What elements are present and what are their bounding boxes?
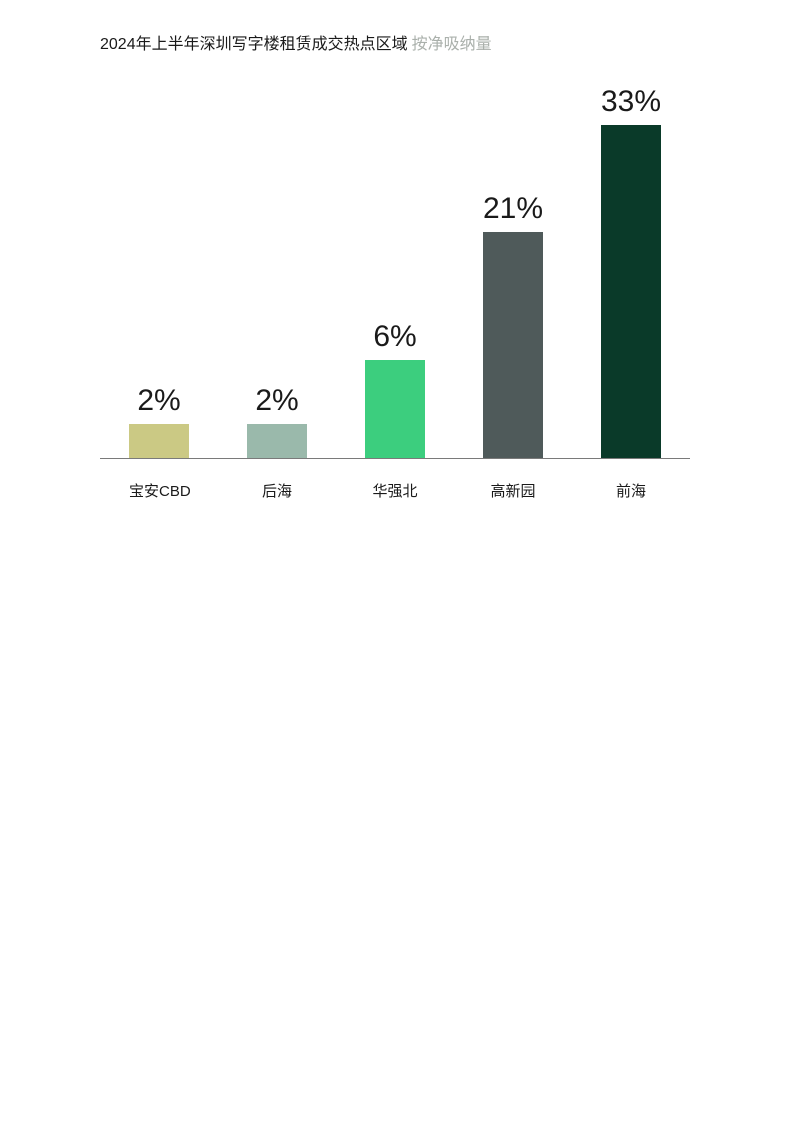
chart-title-sub: 按净吸纳量 xyxy=(412,36,492,53)
x-axis-label: 后海 xyxy=(247,480,307,501)
x-axis-label: 华强北 xyxy=(365,480,425,501)
bar-slot: 21% xyxy=(483,58,543,458)
bar-rect xyxy=(129,424,189,458)
bar-rect xyxy=(365,360,425,458)
x-axis-label: 宝安CBD xyxy=(129,480,189,501)
bar-value-label: 21% xyxy=(483,192,543,226)
bar-slot: 2% xyxy=(129,58,189,458)
chart-title: 2024年上半年深圳写字楼租赁成交热点区域按净吸纳量 xyxy=(100,30,710,54)
bars-row: 2% 2% 6% 21% 33% xyxy=(100,58,690,458)
x-axis-label: 前海 xyxy=(601,480,661,501)
x-axis-line xyxy=(100,458,690,459)
bar-value-label: 6% xyxy=(373,320,416,354)
bar-rect xyxy=(247,424,307,458)
x-labels-row: 宝安CBD 后海 华强北 高新园 前海 xyxy=(100,480,690,501)
bar-rect xyxy=(483,232,543,458)
bar-slot: 2% xyxy=(247,58,307,458)
x-axis-label: 高新园 xyxy=(483,480,543,501)
bar-slot: 33% xyxy=(601,58,661,458)
bar-value-label: 2% xyxy=(137,384,180,418)
bar-chart: 2024年上半年深圳写字楼租赁成交热点区域按净吸纳量 2% 2% 6% 21% … xyxy=(100,30,710,501)
chart-title-main: 2024年上半年深圳写字楼租赁成交热点区域 xyxy=(100,36,408,53)
bar-rect xyxy=(601,125,661,458)
bar-slot: 6% xyxy=(365,58,425,458)
bar-value-label: 2% xyxy=(255,384,298,418)
bar-value-label: 33% xyxy=(601,85,661,119)
plot-area: 2% 2% 6% 21% 33% xyxy=(100,58,690,458)
